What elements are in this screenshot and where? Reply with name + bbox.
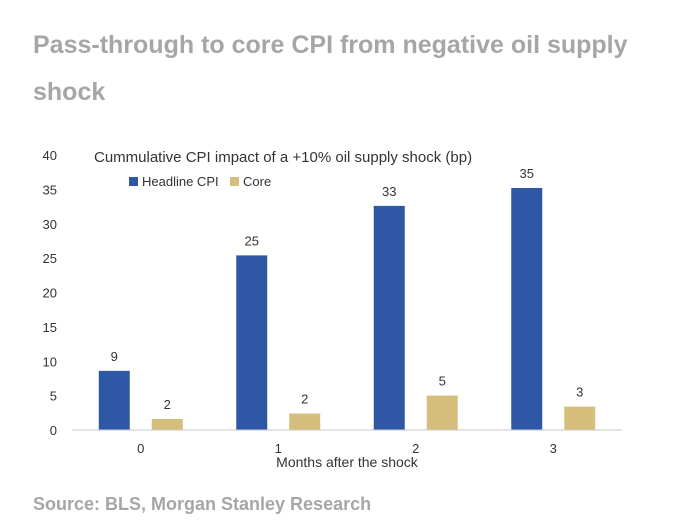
x-tick-label: 3 [550,441,557,456]
y-axis: 0 5 10 15 20 25 30 35 40 [43,148,57,438]
y-tick-label: 15 [43,320,57,335]
data-label: 3 [576,385,583,400]
bar-headline-3 [511,188,543,430]
y-tick-label: 40 [43,148,57,163]
legend-swatch-core [230,177,239,186]
x-tick-label: 0 [137,441,144,456]
bar-core-2 [426,395,458,430]
page-title: Pass-through to core CPI from negative o… [33,31,628,106]
data-label: 2 [164,397,171,412]
bar-headline-2 [373,205,405,430]
bar-headline-1 [236,255,268,430]
x-tick-label: 2 [412,441,419,456]
data-label: 2 [301,392,308,407]
source-note: Source: BLS, Morgan Stanley Research [33,494,372,514]
legend-swatch-headline [129,177,138,186]
data-label: 5 [439,374,446,389]
y-tick-label: 5 [50,389,57,404]
data-label: 9 [111,349,118,364]
y-tick-label: 35 [43,182,57,197]
data-label: 35 [520,166,534,181]
data-label: 25 [245,233,259,248]
chart-title: Cummulative CPI impact of a +10% oil sup… [94,149,472,166]
y-tick-label: 0 [50,423,57,438]
x-tick-label: 1 [275,441,282,456]
legend-label-core: Core [243,174,271,189]
bar-core-0 [151,419,183,430]
bar-core-3 [564,406,596,430]
x-axis-label: Months after the shock [276,454,419,470]
bar-headline-0 [98,370,130,430]
data-label: 33 [382,184,396,199]
y-tick-label: 10 [43,354,57,369]
bar-core-1 [289,413,321,430]
x-axis: 0 1 2 3 [137,441,557,456]
bars-group: 9 2 25 2 33 5 35 3 [98,166,596,430]
y-tick-label: 30 [43,217,57,232]
y-tick-label: 25 [43,251,57,266]
y-tick-label: 20 [43,286,57,301]
legend-label-headline: Headline CPI [142,174,219,189]
